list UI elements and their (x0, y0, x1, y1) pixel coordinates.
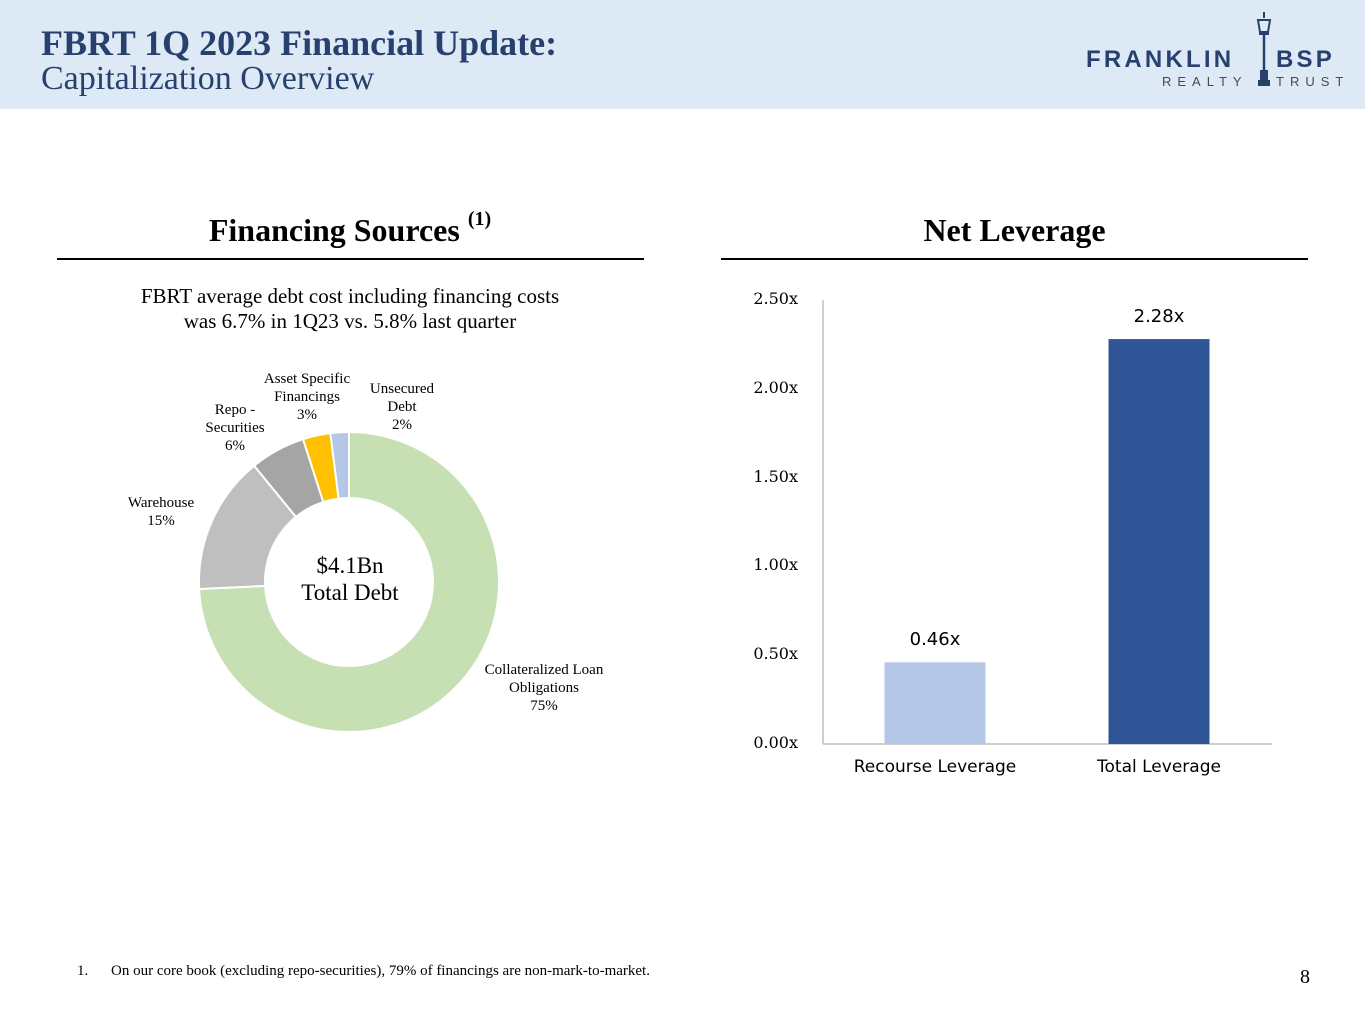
y-tick-label: 1.50x (753, 466, 798, 486)
donut-slice-asset-specific (301, 432, 340, 504)
footnote: 1. On our core book (excluding repo-secur… (77, 963, 650, 980)
slice-label-warehouse: Warehouse 15% (127, 495, 195, 529)
financing-heading-footnote-ref: (1) (467, 208, 492, 230)
donut-center-label: $4.1Bn Total Debt (270, 552, 430, 606)
page-number: 8 (1300, 966, 1310, 988)
slice-label-unsecured-debt: Unsecured Debt 2% (369, 381, 435, 433)
company-logo: FRANKLIN BSP REALTY TRUST (1082, 10, 1352, 94)
slice-label-repo-securities: Repo - Securities 6% (205, 402, 265, 454)
y-tick-label: 0.50x (753, 644, 798, 664)
page-subtitle: Capitalization Overview (41, 60, 375, 97)
bar-total-leverage (1108, 339, 1210, 744)
leverage-heading: Net Leverage (923, 212, 1106, 248)
slice-label-asset-specific: Asset Specific Financings 3% (263, 371, 351, 423)
logo-sub-right: TRUST (1276, 74, 1350, 89)
bar-value-label: 0.46x (909, 629, 961, 651)
y-tick-label: 1.00x (753, 555, 798, 575)
donut-center-caption: Total Debt (301, 580, 399, 605)
logo-sub-left: REALTY (1162, 74, 1248, 89)
y-tick-label: 2.00x (753, 377, 798, 397)
y-tick-label: 2.50x (753, 289, 798, 308)
donut-center-amount: $4.1Bn (316, 553, 384, 578)
financing-heading-text: Financing Sources (208, 212, 460, 248)
y-tick-label: 0.00x (753, 733, 798, 752)
x-category-label: Recourse Leverage (853, 757, 1017, 777)
lamp-post-icon (1256, 12, 1272, 86)
financing-divider (57, 258, 644, 260)
leverage-divider (721, 258, 1308, 260)
financing-subtitle-line1: FBRT average debt cost including financi… (140, 284, 560, 308)
page-title: FBRT 1Q 2023 Financial Update: (41, 23, 558, 63)
donut-slice-unsecured-debt (329, 430, 350, 500)
header-band: FBRT 1Q 2023 Financial Update: Capitaliz… (0, 0, 1365, 109)
financing-subtitle-line2: was 6.7% in 1Q23 vs. 5.8% last quarter (183, 309, 517, 333)
footnote-text: On our core book (excluding repo-securit… (111, 963, 650, 979)
footnote-number: 1. (77, 963, 89, 979)
logo-name-right: BSP (1276, 46, 1335, 73)
financing-heading: Financing Sources (1) (57, 208, 643, 249)
bar-value-label: 2.28x (1133, 306, 1185, 328)
bar-recourse-leverage (884, 662, 986, 744)
x-category-label: Total Leverage (1097, 757, 1221, 777)
financing-subtitle: FBRT average debt cost including financi… (57, 284, 643, 334)
slice-label-clo: Collateralized Loan Obligations 75% (484, 662, 604, 714)
logo-name-left: FRANKLIN (1086, 46, 1235, 73)
